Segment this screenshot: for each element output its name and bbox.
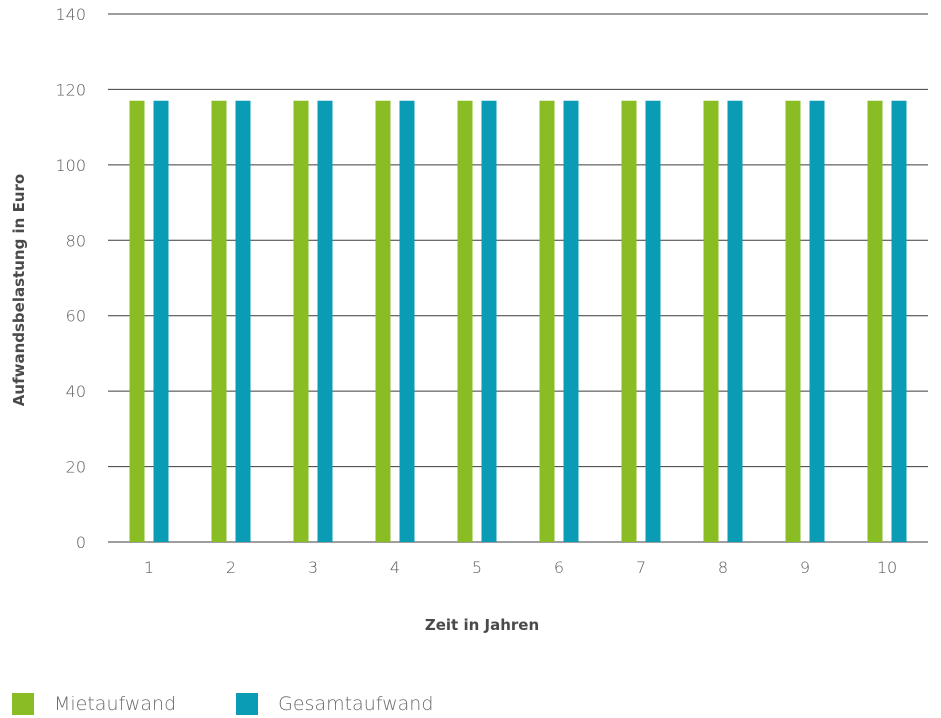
x-tick-label: 5 (472, 558, 482, 577)
bar-mietaufwand-6 (539, 100, 555, 542)
x-tick-label: 9 (800, 558, 810, 577)
bar-gesamtaufwand-2 (235, 100, 251, 542)
y-tick-label: 40 (66, 382, 86, 401)
x-tick-label: 1 (144, 558, 154, 577)
bar-gesamtaufwand-4 (399, 100, 415, 542)
bar-gesamtaufwand-9 (809, 100, 825, 542)
bar-gesamtaufwand-7 (645, 100, 661, 542)
x-axis-title: Zeit in Jahren (425, 616, 539, 634)
bar-mietaufwand-5 (457, 100, 473, 542)
x-tick-label: 8 (718, 558, 728, 577)
x-tick-label: 2 (226, 558, 236, 577)
x-axis-ticks: 1 2 3 4 5 6 7 8 9 10 (144, 558, 897, 577)
bar-mietaufwand-2 (211, 100, 227, 542)
y-tick-label: 60 (66, 307, 86, 326)
legend-swatch-mietaufwand (12, 693, 34, 715)
y-tick-label: 80 (66, 231, 86, 250)
legend-label-gesamtaufwand: Gesamtaufwand (278, 693, 434, 715)
y-tick-label: 140 (55, 5, 86, 24)
bars (129, 100, 907, 542)
bar-mietaufwand-8 (703, 100, 719, 542)
bar-gesamtaufwand-8 (727, 100, 743, 542)
legend-swatch-gesamtaufwand (236, 693, 259, 715)
y-tick-label: 20 (66, 458, 86, 477)
y-axis-title: Aufwandsbelastung in Euro (10, 174, 28, 406)
y-axis-ticks: 0 20 40 60 80 100 120 140 (55, 5, 86, 552)
bar-mietaufwand-3 (293, 100, 309, 542)
bar-mietaufwand-7 (621, 100, 637, 542)
x-tick-label: 6 (554, 558, 564, 577)
y-tick-label: 100 (55, 156, 86, 175)
bar-gesamtaufwand-10 (891, 100, 907, 542)
bar-gesamtaufwand-5 (481, 100, 497, 542)
bar-gesamtaufwand-6 (563, 100, 579, 542)
bar-mietaufwand-9 (785, 100, 801, 542)
y-tick-label: 120 (55, 80, 86, 99)
legend-item-gesamtaufwand: Gesamtaufwand (236, 693, 433, 715)
y-tick-label: 0 (76, 533, 86, 552)
legend-item-mietaufwand: Mietaufwand (12, 693, 176, 715)
bar-chart: 0 20 40 60 80 100 120 140 1 2 3 4 5 6 7 8 9 10 Aufwandsb… (10, 5, 928, 634)
bar-mietaufwand-1 (129, 100, 145, 542)
bar-mietaufwand-10 (867, 100, 883, 542)
legend: Mietaufwand Gesamtaufwand (12, 693, 493, 715)
x-tick-label: 4 (390, 558, 400, 577)
x-tick-label: 7 (636, 558, 646, 577)
legend-label-mietaufwand: Mietaufwand (54, 693, 177, 715)
bar-gesamtaufwand-1 (153, 100, 169, 542)
gridlines (108, 13, 928, 543)
bar-mietaufwand-4 (375, 100, 391, 542)
x-tick-label: 3 (308, 558, 318, 577)
x-tick-label: 10 (877, 558, 897, 577)
bar-gesamtaufwand-3 (317, 100, 333, 542)
